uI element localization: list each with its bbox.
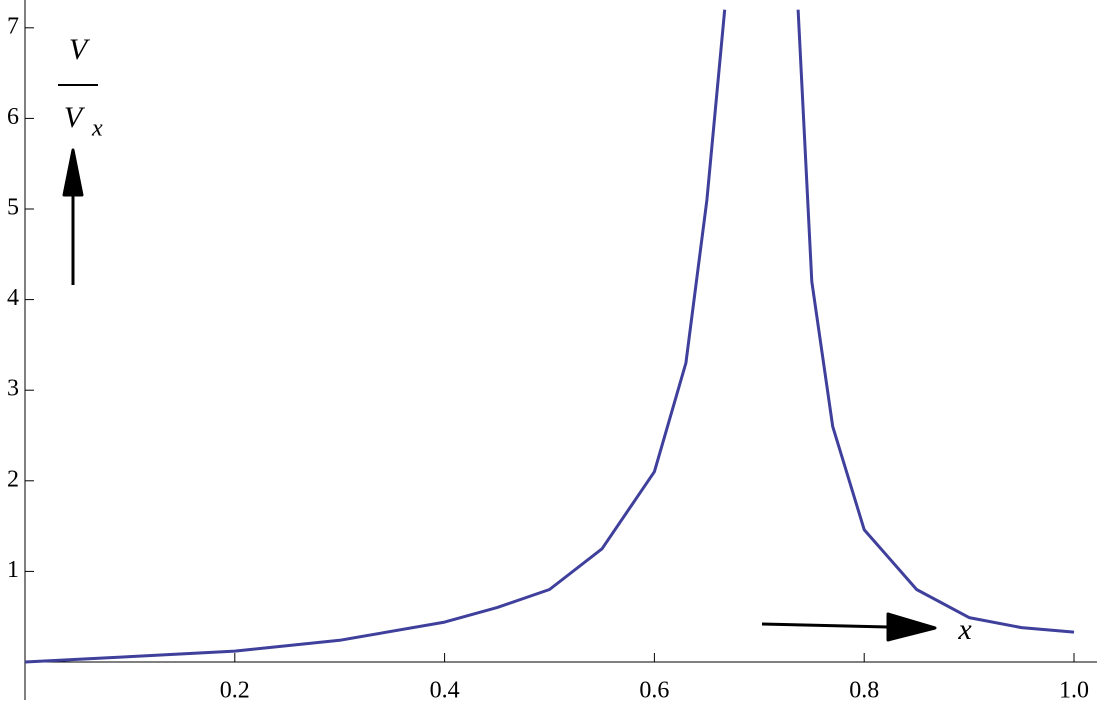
y-tick-label: 4: [7, 285, 19, 311]
y-tick-label: 6: [7, 104, 19, 130]
y-tick-label: 1: [7, 557, 19, 583]
y-label-denominator: V: [64, 101, 86, 134]
curve: [24, 9, 1075, 664]
axes: [24, 0, 1097, 700]
x-tick-label: 0.8: [849, 678, 879, 704]
y-tick-label: 2: [7, 466, 19, 492]
x-label: x: [957, 613, 972, 646]
y-tick-label: 3: [7, 376, 19, 402]
x-tick-label: 0.4: [430, 678, 460, 704]
y-tick-label: 7: [7, 13, 19, 39]
x-arrow: [761, 612, 937, 642]
x-tick-label: 0.2: [220, 678, 250, 704]
x-tick-label: 1.0: [1059, 678, 1089, 704]
y-arrow: [62, 148, 84, 285]
y-label-subscript: x: [91, 116, 103, 142]
x-tick-label: 0.6: [639, 678, 669, 704]
y-tick-label: 5: [7, 195, 19, 221]
y-label-numerator: V: [69, 33, 91, 66]
